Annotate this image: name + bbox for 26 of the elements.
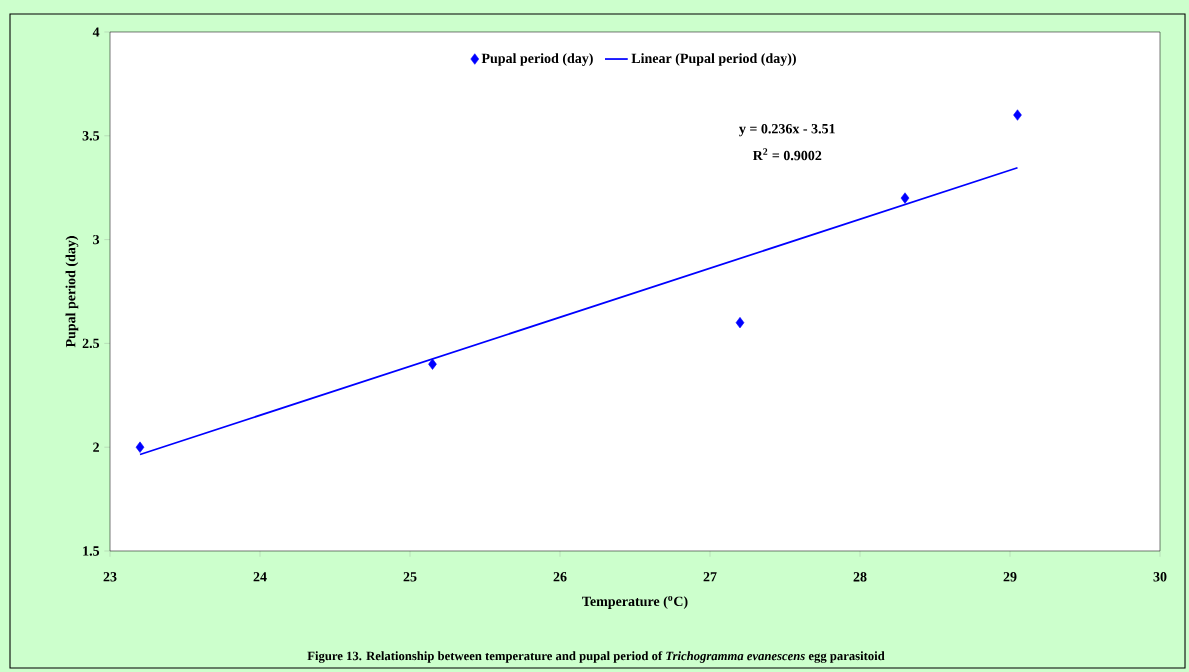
legend-label: Pupal period (day) [481,53,593,66]
point [1013,109,1022,121]
x-tick-label: 23 [103,572,117,582]
x-tick-label: 26 [553,572,567,582]
point [135,441,145,453]
x-tick-label: 28 [853,572,867,582]
x-tick-label: 24 [253,572,267,582]
y-tick-label: 2.5 [82,338,100,349]
y-tick-label: 2 [93,442,99,452]
y-tick-label: 3.5 [82,131,100,141]
annotation: y = 0.236x - 3.51 [739,123,835,137]
x-tick-label: 30 [1153,572,1167,582]
x-tick-label: 29 [1003,572,1017,582]
point [900,192,910,204]
x-tick-label: 25 [403,572,417,582]
annotation: R$^{2}$ = 0.9002 [752,148,822,161]
point [428,358,437,370]
y-tick-label: 4 [92,27,100,37]
y-axis-title: Pupal period (day) [65,236,79,348]
y-tick-label: 3 [93,234,100,245]
x-axis-title: Temperature ($^{o}$C) [582,596,688,609]
y-tick-label: 1.5 [83,546,100,556]
caption: Figure 13. Relationship between temperature and pupal period of Trichogramma evanescens egg parasitoid [307,651,885,663]
x-tick-label: 27 [703,572,717,582]
legend-label: Linear (Pupal period (day)) [631,53,796,66]
point [735,317,745,329]
